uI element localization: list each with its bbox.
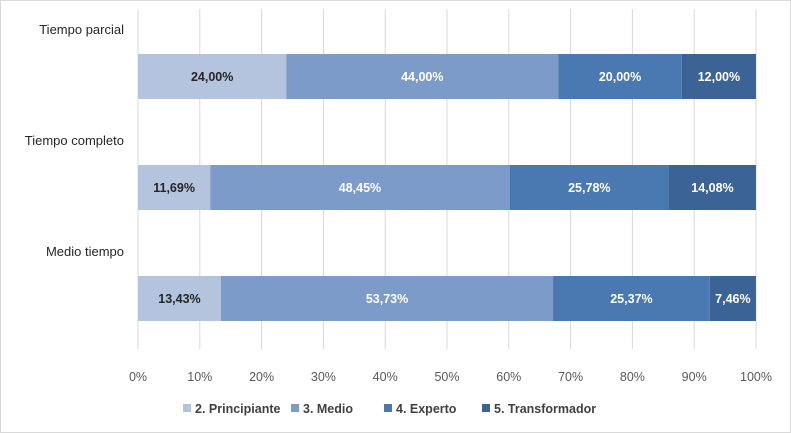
- data-label: 53,73%: [366, 292, 408, 306]
- data-label: 13,43%: [158, 292, 200, 306]
- data-label: 20,00%: [599, 70, 641, 84]
- x-tick-label: 50%: [434, 370, 459, 384]
- bar-segment: [709, 276, 756, 321]
- legend-label: 3. Medio: [303, 402, 353, 416]
- x-tick-label: 90%: [682, 370, 707, 384]
- legend-swatch: [482, 404, 490, 412]
- legend-swatch: [291, 404, 299, 412]
- legend-label: 2. Principiante: [195, 402, 280, 416]
- x-tick-label: 40%: [373, 370, 398, 384]
- bar-segment: [668, 165, 756, 210]
- data-label: 11,69%: [153, 181, 195, 195]
- bar-segment: [138, 54, 287, 99]
- legend-swatch: [183, 404, 191, 412]
- data-label: 12,00%: [698, 70, 740, 84]
- bar-segment: [681, 54, 756, 99]
- data-label: 25,37%: [610, 292, 652, 306]
- bar-segment: [220, 276, 554, 321]
- bar-segment: [138, 165, 211, 210]
- data-label: 14,08%: [691, 181, 733, 195]
- x-tick-label: 30%: [311, 370, 336, 384]
- data-label: 24,00%: [191, 70, 233, 84]
- data-label: 48,45%: [339, 181, 381, 195]
- legend-label: 4. Experto: [396, 402, 457, 416]
- legend-swatch: [384, 404, 392, 412]
- bar-segment: [138, 276, 221, 321]
- data-label: 7,46%: [715, 292, 750, 306]
- category-label: Medio tiempo: [46, 244, 124, 259]
- bar-segment: [509, 165, 669, 210]
- data-label: 25,78%: [568, 181, 610, 195]
- x-tick-label: 20%: [249, 370, 274, 384]
- data-label: 44,00%: [401, 70, 443, 84]
- category-label: Tiempo parcial: [39, 22, 124, 37]
- x-tick-label: 0%: [129, 370, 147, 384]
- x-tick-label: 80%: [620, 370, 645, 384]
- x-tick-label: 10%: [187, 370, 212, 384]
- bar-segment: [286, 54, 559, 99]
- x-tick-label: 60%: [496, 370, 521, 384]
- category-label: Tiempo completo: [25, 133, 124, 148]
- bar-segment: [558, 54, 682, 99]
- legend-label: 5. Transformador: [494, 402, 596, 416]
- bar-segment: [553, 276, 710, 321]
- x-tick-label: 100%: [740, 370, 772, 384]
- bar-segment: [210, 165, 510, 210]
- x-tick-label: 70%: [558, 370, 583, 384]
